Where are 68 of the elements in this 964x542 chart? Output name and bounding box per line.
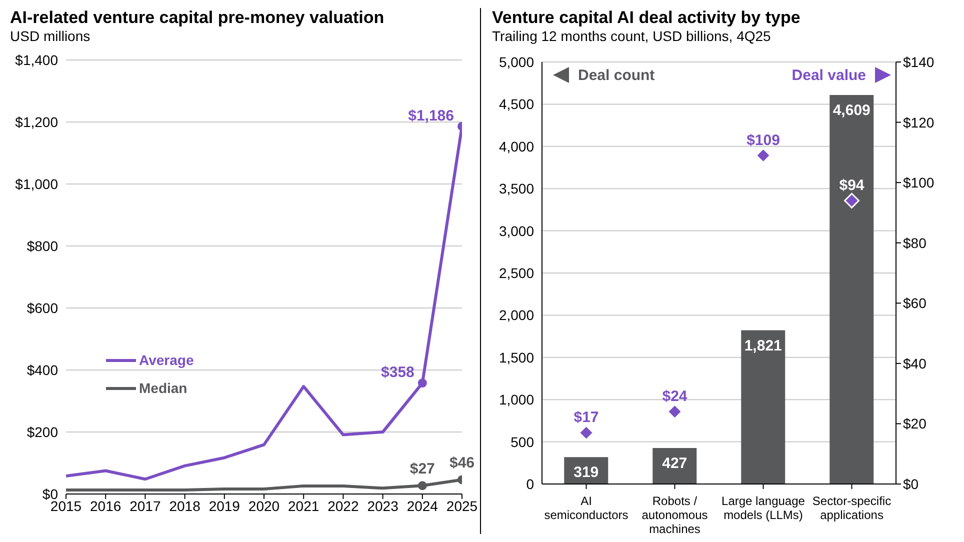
x-tick-label: 2025 [446, 498, 478, 514]
y-tick-label: $0 [42, 486, 58, 502]
data-label: $109 [746, 132, 780, 149]
y-tick-label: 5,000 [498, 54, 534, 70]
x-tick-label: AI semiconductors [544, 494, 628, 522]
data-label: 4,609 [832, 102, 870, 119]
point [844, 192, 860, 208]
data-label: $24 [662, 388, 688, 406]
y2-tick-label: $0 [903, 476, 919, 492]
y-tick-label: $1,200 [15, 114, 58, 130]
y2-tick-label: $80 [903, 234, 927, 251]
x-tick-label: 2021 [288, 498, 320, 514]
y-tick-label: $800 [26, 238, 58, 254]
data-label: $358 [381, 364, 414, 382]
data-label: 1,821 [744, 337, 782, 354]
x-tick-label: 2020 [248, 498, 280, 514]
x-tick-label: Sector-specific applications [812, 494, 892, 522]
y-tick-label: $400 [26, 362, 58, 378]
y-tick-label: 1,500 [498, 349, 534, 366]
data-label: $1,186 [408, 107, 454, 124]
bar [830, 95, 874, 484]
x-tick-label: 2022 [328, 498, 359, 514]
chart-subtitle: USD millions [10, 28, 92, 44]
y2-tick-label: $40 [903, 355, 927, 372]
x-tick-label: 2019 [208, 498, 240, 514]
y-tick-label: 0 [526, 476, 534, 492]
y-tick-label: $1,000 [15, 176, 58, 192]
y-tick-label: 2,000 [498, 307, 534, 324]
y-tick-label: $1,400 [15, 52, 58, 68]
y2-tick-label: $20 [903, 416, 927, 432]
y-tick-label: 4,500 [498, 96, 534, 112]
x-tick-label: 2023 [367, 498, 399, 514]
data-label: $17 [574, 409, 599, 426]
data-label: 319 [574, 464, 599, 482]
y2-tick-label: $100 [903, 174, 934, 191]
point [756, 148, 771, 164]
legend-label: Average [138, 352, 195, 368]
x-tick-label: Large language models (LLMs) [722, 494, 806, 522]
data-label: $94 [839, 177, 865, 194]
y-tick-label: 1,000 [498, 392, 534, 408]
y-tick-label: $600 [26, 300, 58, 316]
chart-title: Venture capital AI deal activity by type [492, 8, 800, 28]
data-label: 427 [662, 454, 688, 472]
y-tick-label: 4,000 [498, 138, 534, 154]
legend-label: Deal count [578, 66, 655, 84]
x-tick-label: 2018 [169, 498, 201, 514]
y-tick-label: 2,500 [498, 264, 534, 281]
legend-label: Median [138, 380, 188, 396]
data-label: $27 [410, 460, 435, 478]
x-tick-label: 2016 [90, 498, 122, 514]
y-tick-label: $200 [26, 424, 58, 440]
x-tick-label: Robots / autonomous machines [642, 494, 708, 536]
y-tick-label: 3,000 [498, 222, 534, 239]
text: Deal value [792, 66, 866, 84]
x-tick-label: 2017 [130, 498, 161, 514]
data-label: $46 [449, 454, 475, 472]
bar [652, 448, 697, 484]
point [578, 425, 594, 441]
y2-tick-label: $120 [903, 114, 934, 130]
point [667, 404, 682, 420]
y-tick-label: 500 [510, 434, 534, 450]
x-tick-label: 2024 [406, 498, 438, 514]
chart-title: AI-related venture capital pre-money valuation [10, 8, 384, 28]
bar [741, 330, 786, 484]
chart-subtitle: Trailing 12 months count, USD billions, 4Q25 [492, 28, 772, 44]
y-tick-label: 3,500 [498, 180, 534, 197]
y2-tick-label: $140 [903, 54, 934, 70]
y2-tick-label: $60 [903, 295, 927, 312]
